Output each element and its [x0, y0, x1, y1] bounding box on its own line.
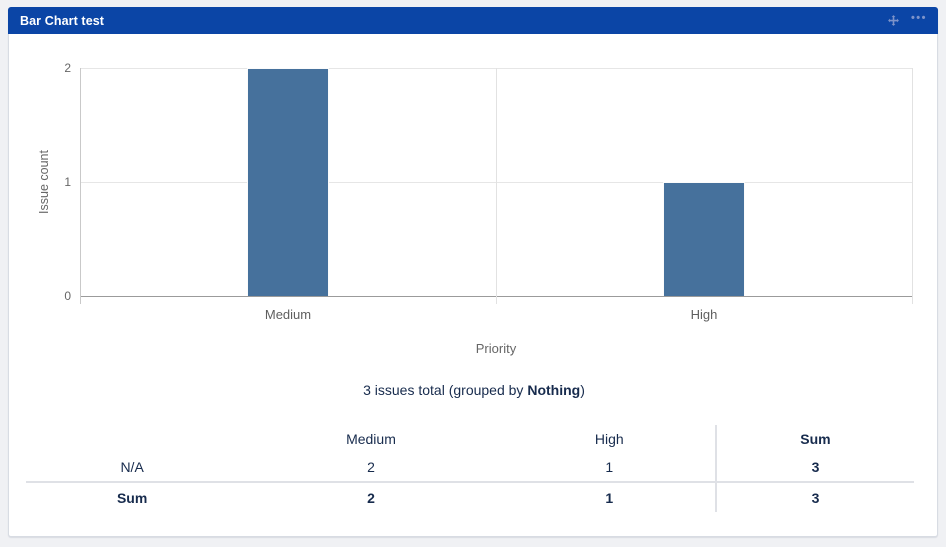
y-axis-tick-label: 2 — [64, 61, 71, 75]
x-gridline — [912, 68, 913, 304]
summary-suffix: ) — [580, 382, 585, 398]
gadget-card: Bar Chart test ••• Issue count Priority … — [8, 7, 938, 537]
cell-medium: 2 — [238, 481, 504, 512]
x-gridline — [496, 68, 497, 304]
move-icon[interactable] — [887, 14, 900, 27]
row-label: Sum — [26, 481, 239, 512]
summary-text: 3 issues total (grouped by Nothing) — [9, 382, 939, 398]
summary-table: Medium High Sum N/A 2 1 3 Sum 2 1 3 — [26, 425, 914, 512]
x-category-label-medium: Medium — [264, 307, 312, 322]
table-row-sum: Sum 2 1 3 — [26, 481, 914, 512]
table-header-medium: Medium — [346, 430, 396, 447]
cell-sum: 3 — [714, 452, 914, 482]
summary-group-by: Nothing — [527, 382, 581, 398]
more-options-icon[interactable]: ••• — [910, 12, 927, 24]
gadget-title: Bar Chart test — [20, 13, 105, 28]
row-label: N/A — [120, 458, 144, 475]
header-actions: ••• — [887, 13, 927, 28]
bar-medium[interactable] — [247, 68, 329, 296]
table-row-n-a: N/A 2 1 3 — [26, 452, 914, 482]
y-axis-line — [80, 68, 81, 304]
cell-sum: 3 — [714, 481, 914, 512]
summary-prefix: 3 issues total (grouped by — [363, 382, 528, 398]
x-category-label-high: High — [690, 307, 718, 322]
cell-medium: 2 — [367, 458, 375, 475]
y-axis-tick-label: 0 — [64, 289, 71, 303]
table-header-sum: Sum — [714, 425, 914, 452]
cell-high: 1 — [503, 481, 716, 512]
bar-high[interactable] — [663, 182, 745, 296]
summary-table-wrap: Medium High Sum N/A 2 1 3 Sum 2 1 3 — [26, 425, 914, 512]
cell-high: 1 — [605, 458, 614, 475]
bar-chart: Issue count Priority 0 1 2 Medium High — [9, 34, 939, 374]
table-header-blank — [26, 425, 238, 452]
y-axis-tick-label: 1 — [64, 175, 71, 189]
table-header-row: Medium High Sum — [26, 425, 914, 452]
x-axis-title: Priority — [475, 341, 517, 356]
plot-area — [80, 68, 913, 304]
gadget-header: Bar Chart test ••• — [8, 7, 938, 34]
table-header-high: High — [594, 430, 624, 447]
